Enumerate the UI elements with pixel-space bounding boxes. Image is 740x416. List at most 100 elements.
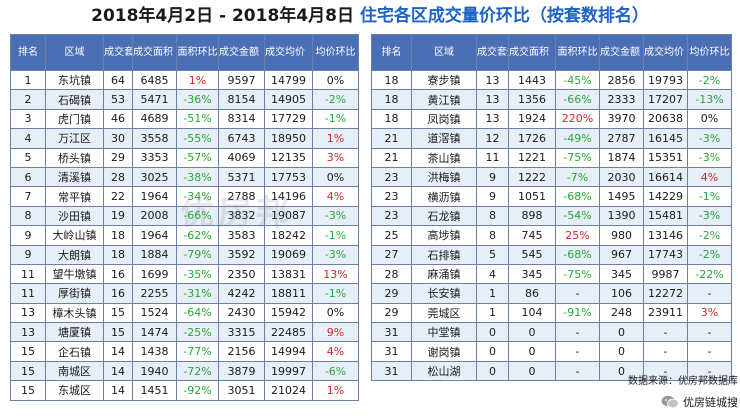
cell-avg-price: 18950: [264, 128, 313, 149]
cell-units: 16: [103, 283, 133, 304]
cell-district: 石碣镇: [45, 89, 104, 110]
cell-area-change: -72%: [176, 360, 219, 382]
cell-units: 5: [476, 244, 509, 265]
cell-area: 1356: [508, 89, 556, 110]
cell-amount: 6743: [218, 128, 265, 149]
cell-price-change: -1%: [687, 186, 732, 207]
cell-amount: 345: [599, 263, 644, 285]
cell-avg-price: 13146: [643, 225, 688, 246]
cell-price-change: -2%: [312, 89, 359, 110]
cell-avg-price: 18242: [264, 225, 313, 246]
cell-area: 86: [508, 283, 556, 304]
cell-price-change: -1%: [312, 283, 359, 304]
cell-avg-price: 13831: [264, 263, 313, 285]
cell-area: 1699: [132, 263, 177, 285]
cell-rank: 23: [371, 205, 412, 227]
header-amount: 成交金额（万元）: [218, 34, 265, 71]
cell-district: 厚街镇: [45, 283, 104, 304]
cell-rank: 21: [371, 128, 412, 149]
cell-district: 谢岗镇: [411, 341, 477, 362]
cell-avg-price: 19997: [264, 360, 313, 382]
cell-avg-price: -: [643, 341, 688, 362]
table-row: 23 石龙镇 8 898 -54% 1390 15481 -3%: [371, 205, 732, 227]
cell-amount: 1390: [599, 205, 644, 227]
cell-area: 4689: [132, 108, 177, 130]
cell-area-change: -66%: [176, 205, 219, 227]
cell-price-change: -2%: [687, 244, 732, 265]
table-row: 4 万江区 30 3558 -55% 6743 18950 1%: [10, 128, 359, 149]
cell-area-change: -92%: [176, 380, 219, 401]
header-area-change: 面积环比: [555, 34, 600, 71]
cell-rank: 15: [10, 360, 46, 382]
cell-district: 常平镇: [45, 186, 104, 207]
cell-amount: 2856: [599, 69, 644, 91]
table-row: 13 樟木头镇 15 1524 -64% 2430 15942 0%: [10, 302, 359, 324]
cell-units: 46: [103, 108, 133, 130]
header-units: 成交套数: [476, 34, 509, 71]
cell-price-change: -3%: [687, 147, 732, 168]
table-row: 29 长安镇 1 86-106 12272-: [371, 283, 732, 304]
cell-district: 石龙镇: [411, 205, 477, 227]
cell-area: 0: [508, 360, 556, 382]
cell-price-change: 1%: [312, 380, 359, 401]
cell-price-change: -2%: [687, 69, 732, 91]
cell-avg-price: 16145: [643, 128, 688, 149]
cell-price-change: 3%: [312, 147, 359, 168]
cell-price-change: -3%: [687, 128, 732, 149]
cell-area: 545: [508, 244, 556, 265]
cell-units: 1: [476, 302, 509, 324]
cell-price-change: -: [687, 360, 732, 382]
cell-amount: 3879: [218, 360, 265, 382]
cell-units: 12: [476, 128, 509, 149]
cell-amount: 3970: [599, 108, 644, 130]
cell-district: 黄江镇: [411, 89, 477, 110]
header-units: 成交套数: [103, 34, 133, 71]
cell-rank: 27: [371, 244, 412, 265]
cell-area-change: -91%: [555, 302, 600, 324]
cell-avg-price: 14994: [264, 341, 313, 362]
table-row: 18 黄江镇 13 1356 -66% 2333 17207 -13%: [371, 89, 732, 110]
cell-units: 13: [476, 89, 509, 110]
cell-price-change: 0%: [312, 302, 359, 324]
cell-area-change: -35%: [176, 263, 219, 285]
cell-rank: 3: [10, 108, 46, 130]
header-rank: 排名: [371, 34, 412, 71]
header-price-change: 均价环比: [687, 34, 732, 71]
cell-units: 29: [103, 147, 133, 168]
cell-district: 虎门镇: [45, 108, 104, 130]
table-row: 21 道滘镇 12 1726 -49% 2787 16145 -3%: [371, 128, 732, 149]
cell-rank: 6: [10, 166, 46, 188]
cell-amount: 5371: [218, 166, 265, 188]
cell-rank: 9: [10, 225, 46, 246]
cell-area: 1221: [508, 147, 556, 168]
cell-units: 14: [103, 380, 133, 401]
cell-area-change: -38%: [176, 166, 219, 188]
cell-units: 19: [103, 205, 133, 227]
cell-units: 15: [103, 322, 133, 343]
cell-rank: 8: [10, 205, 46, 227]
report-subject: 住宅各区成交量价环比（按套数排名）: [359, 6, 649, 26]
cell-rank: 31: [371, 322, 412, 343]
cell-avg-price: 19087: [264, 205, 313, 227]
cell-units: 15: [103, 302, 133, 324]
table-row: 15 南城区 14 1940 -72% 3879 19997 -6%: [10, 360, 359, 382]
right-ranking-table: 排名 区域 成交套数 成交面积（㎡） 面积环比 成交金额（万元） 成交均价（元/…: [371, 34, 732, 382]
cell-units: 28: [103, 166, 133, 188]
cell-area-change: -34%: [176, 186, 219, 207]
cell-price-change: 3%: [687, 302, 732, 324]
cell-area: 1222: [508, 166, 556, 188]
cell-district: 东坑镇: [45, 69, 104, 91]
cell-area-change: -75%: [555, 263, 600, 285]
cell-district: 万江区: [45, 128, 104, 149]
cell-amount: 2030: [599, 166, 644, 188]
cell-amount: 3051: [218, 380, 265, 401]
cell-avg-price: 14799: [264, 69, 313, 91]
cell-amount: 3832: [218, 205, 265, 227]
cell-rank: 31: [371, 360, 412, 382]
cell-price-change: 9%: [312, 322, 359, 343]
cell-units: 0: [476, 322, 509, 343]
header-area-change: 面积环比: [176, 34, 219, 71]
cell-price-change: -: [687, 341, 732, 362]
cell-price-change: 0%: [312, 69, 359, 91]
left-ranking-table: 排名 区域 成交套数 成交面积（㎡） 面积环比 成交金额（万元） 成交均价（元/…: [10, 34, 359, 401]
